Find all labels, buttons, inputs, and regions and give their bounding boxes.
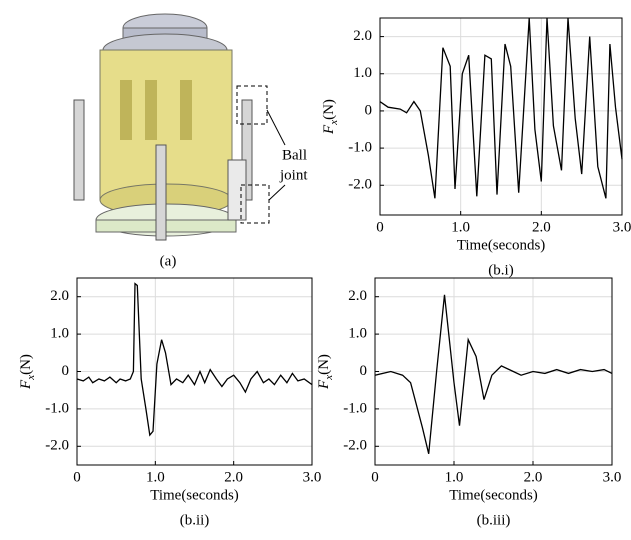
y-axis-title: Fx(N): [316, 354, 334, 390]
x-tick-label: 2.0: [524, 469, 543, 485]
caption: (b.ii): [180, 512, 210, 528]
annotation: Ball: [282, 147, 307, 163]
y-unit: (N): [18, 354, 34, 375]
x-axis-title: Time(seconds): [449, 487, 538, 503]
y-axis-title: Fx(N): [18, 354, 36, 390]
y-tick-label: 1.0: [50, 326, 69, 342]
y-tick-label: 0: [360, 363, 368, 379]
y-tick-label: 1.0: [353, 65, 372, 81]
y-tick-label: 1.0: [348, 326, 367, 342]
y-tick-label: -1.0: [343, 400, 367, 416]
x-tick-label: 3.0: [303, 469, 322, 485]
y-tick-label: -1.0: [45, 400, 69, 416]
caption: (a): [160, 253, 177, 269]
y-tick-label: -2.0: [343, 438, 367, 454]
annotation: joint: [279, 167, 308, 183]
y-tick-label: 0: [365, 102, 373, 118]
x-axis-title: Time(seconds): [150, 487, 239, 503]
x-tick-label: 1.0: [445, 469, 464, 485]
y-tick-label: -2.0: [348, 177, 372, 193]
device-render: [74, 14, 285, 240]
y-unit: (N): [321, 99, 337, 120]
x-tick-label: 0: [73, 469, 81, 485]
x-tick-label: 2.0: [532, 219, 551, 235]
x-tick-label: 0: [376, 219, 384, 235]
y-tick-label: 2.0: [348, 288, 367, 304]
x-tick-label: 3.0: [613, 219, 631, 235]
y-tick-label: -1.0: [348, 140, 372, 156]
caption: (b.iii): [477, 512, 511, 528]
y-tick-label: 2.0: [50, 288, 69, 304]
x-axis-title: Time(seconds): [457, 237, 546, 253]
data-line: [77, 284, 312, 436]
caption: (b.i): [488, 262, 513, 278]
y-axis-title: Fx(N): [321, 99, 339, 135]
y-tick-label: 2.0: [353, 28, 372, 44]
data-line: [380, 18, 622, 198]
y-unit: (N): [316, 354, 332, 375]
x-tick-label: 1.0: [451, 219, 470, 235]
figure: Ball joint (a) 2.01.00-1.0-2.001.02.03.0…: [0, 0, 631, 535]
x-tick-label: 0: [371, 469, 379, 485]
x-tick-label: 3.0: [603, 469, 622, 485]
x-tick-label: 2.0: [224, 469, 243, 485]
data-line: [375, 295, 612, 454]
y-tick-label: -2.0: [45, 438, 69, 454]
x-tick-label: 1.0: [146, 469, 165, 485]
y-tick-label: 0: [62, 363, 70, 379]
